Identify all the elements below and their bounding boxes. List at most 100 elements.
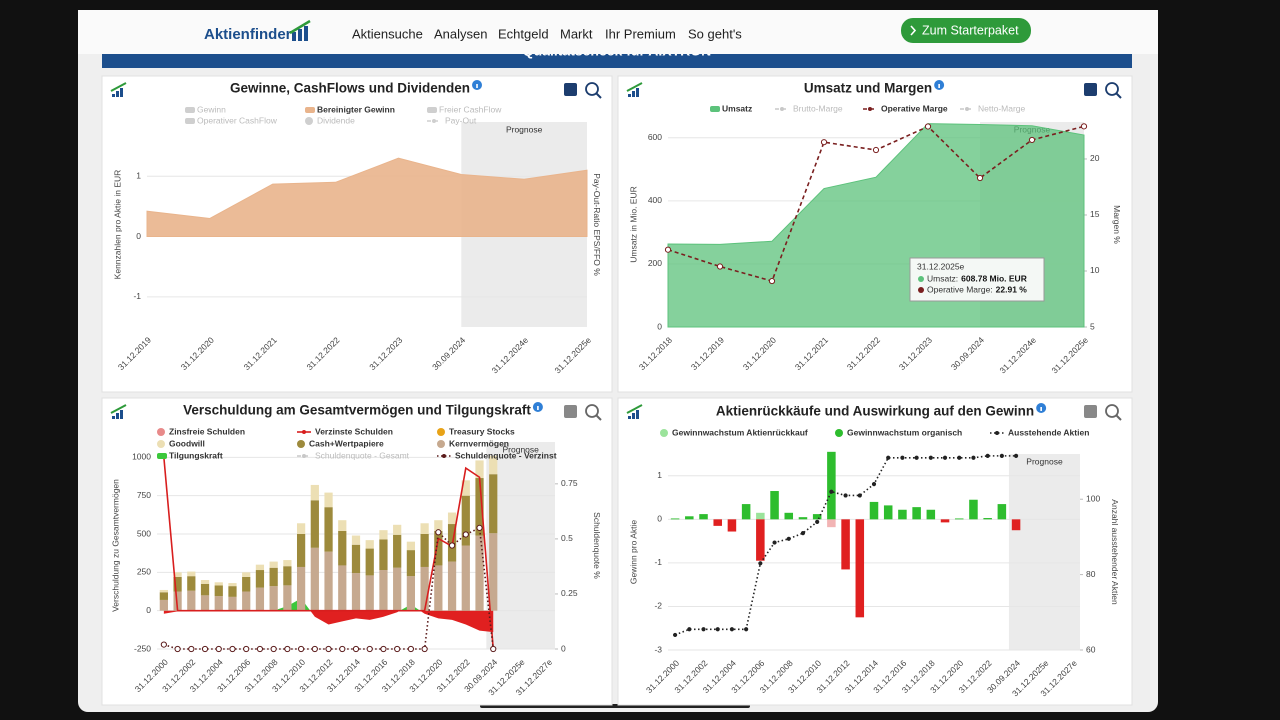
legend-label[interactable]: Bereinigter Gewinn — [317, 104, 395, 114]
bar-segment — [283, 560, 292, 567]
line-marker — [872, 146, 880, 154]
cta-button[interactable] — [901, 18, 1031, 43]
bar-segment — [324, 507, 333, 552]
y2-axis-title: Pay-Out-Ratio EPS/FFO % — [592, 173, 602, 276]
legend-label[interactable]: Cash+Wertpapiere — [309, 438, 384, 448]
zoom-icon — [585, 82, 599, 96]
nav-link[interactable]: Markt — [560, 26, 593, 41]
legend-label[interactable]: Kernvermögen — [449, 438, 509, 448]
nav-link[interactable]: Ihr Premium — [605, 26, 676, 41]
bar-segment — [269, 561, 278, 568]
line-marker — [462, 531, 469, 538]
legend-label[interactable]: Ausstehende Aktien — [1008, 427, 1089, 437]
chart-icon — [110, 82, 127, 97]
legend-symbol — [157, 453, 167, 459]
icon-bar — [116, 413, 119, 419]
bar-segment — [296, 566, 306, 611]
legend-symbol — [157, 440, 165, 448]
line-marker — [380, 645, 387, 653]
nav-link[interactable]: Analysen — [434, 26, 487, 41]
legend-label[interactable]: Verzinste Schulden — [315, 426, 393, 436]
bar-segment — [406, 541, 416, 551]
icon-bar — [628, 416, 631, 419]
legend-label[interactable]: Operativer CashFlow — [197, 115, 278, 125]
line-marker — [871, 482, 877, 487]
bar-segment — [393, 567, 402, 611]
bar-segment — [420, 523, 429, 534]
zoom-handle — [1115, 414, 1122, 421]
y-axis-title: Verschuldung zu Gesamtvermögen — [110, 479, 120, 612]
bar-segment — [461, 480, 470, 496]
legend-label[interactable]: Gewinnwachstum organisch — [847, 427, 962, 437]
legend-label[interactable]: Schuldenquote - Gesamt — [315, 450, 410, 460]
bar-segment — [228, 596, 237, 611]
legend-dot — [965, 107, 969, 111]
bar — [926, 509, 936, 520]
line-marker — [407, 645, 414, 653]
bar-segment — [461, 495, 470, 546]
bar-segment — [255, 564, 265, 571]
legend-label[interactable]: Tilgungskraft — [169, 450, 223, 460]
tooltip-value: 22.91 % — [996, 284, 1028, 294]
chart-icon — [110, 404, 127, 419]
nav-link[interactable]: So geht's — [688, 26, 742, 41]
bar-segment — [242, 591, 251, 611]
bar-segment — [296, 523, 306, 534]
legend-label[interactable]: Operative Marge — [881, 103, 948, 113]
line-marker — [815, 519, 820, 524]
line-marker — [971, 455, 976, 460]
legend-label[interactable]: Schuldenquote - Verzinst — [455, 450, 557, 460]
bar-segment — [420, 534, 429, 567]
legend-label[interactable]: Netto-Marge — [978, 103, 1026, 113]
line-marker — [435, 529, 442, 536]
bar-segment — [269, 586, 278, 611]
legend-label[interactable]: Dividende — [317, 115, 355, 125]
line-marker — [942, 455, 948, 460]
line-marker — [687, 627, 692, 632]
icon-arrow — [110, 404, 127, 414]
bar-segment — [434, 520, 443, 531]
chart-icon — [626, 82, 643, 97]
nav-link[interactable]: Aktiensuche — [352, 26, 423, 41]
cta-label[interactable]: Zum Starterpaket — [922, 23, 1019, 37]
bar-segment — [365, 540, 374, 549]
legend-label[interactable]: Pay-Out — [445, 115, 477, 125]
icon-bar — [116, 91, 119, 97]
y-tick-label: 0 — [657, 321, 662, 331]
nav-link[interactable]: Echtgeld — [498, 26, 549, 41]
legend-label[interactable]: Gewinn — [197, 104, 226, 114]
line-marker — [1028, 136, 1036, 144]
y-tick-label: 0 — [136, 231, 141, 241]
line-marker — [820, 139, 828, 146]
bar-segment — [159, 589, 168, 593]
zoom-icon — [585, 404, 599, 418]
forecast-label: Prognose — [506, 124, 543, 134]
bar — [699, 514, 708, 520]
tooltip-label: Operative Marge: — [927, 284, 993, 294]
legend-label[interactable]: Freier CashFlow — [439, 104, 502, 114]
line-marker — [476, 524, 483, 531]
tooltip-dot — [918, 276, 924, 282]
legend-label[interactable]: Brutto-Marge — [793, 103, 843, 113]
y2-tick-label: 0.75 — [561, 478, 578, 488]
y2-tick-label: 60 — [1086, 644, 1096, 654]
logo[interactable]: Aktienfinder — [204, 26, 292, 43]
line-marker — [201, 645, 209, 653]
legend-label[interactable]: Umsatz — [722, 103, 752, 113]
forecast-label: Prognose — [1026, 456, 1063, 466]
legend-symbol — [835, 429, 843, 437]
bar — [954, 518, 964, 520]
bar-segment — [379, 570, 388, 611]
legend-label[interactable]: Treasury Stocks — [449, 426, 515, 436]
legend-symbol — [437, 440, 445, 448]
area-negative — [163, 610, 494, 633]
legend-label[interactable]: Goodwill — [169, 438, 205, 448]
y2-tick-label: 0 — [561, 643, 566, 653]
banner — [102, 50, 1132, 68]
tooltip-title: 31.12.2025e — [917, 261, 965, 271]
y2-tick-label: 0.25 — [561, 588, 578, 598]
legend-label[interactable]: Gewinnwachstum Aktienrückkauf — [672, 427, 808, 437]
y-axis-title: Kennzahlen pro Aktie in EUR — [112, 170, 122, 280]
legend-label[interactable]: Zinsfreie Schulden — [169, 426, 245, 436]
line-marker — [325, 645, 332, 653]
